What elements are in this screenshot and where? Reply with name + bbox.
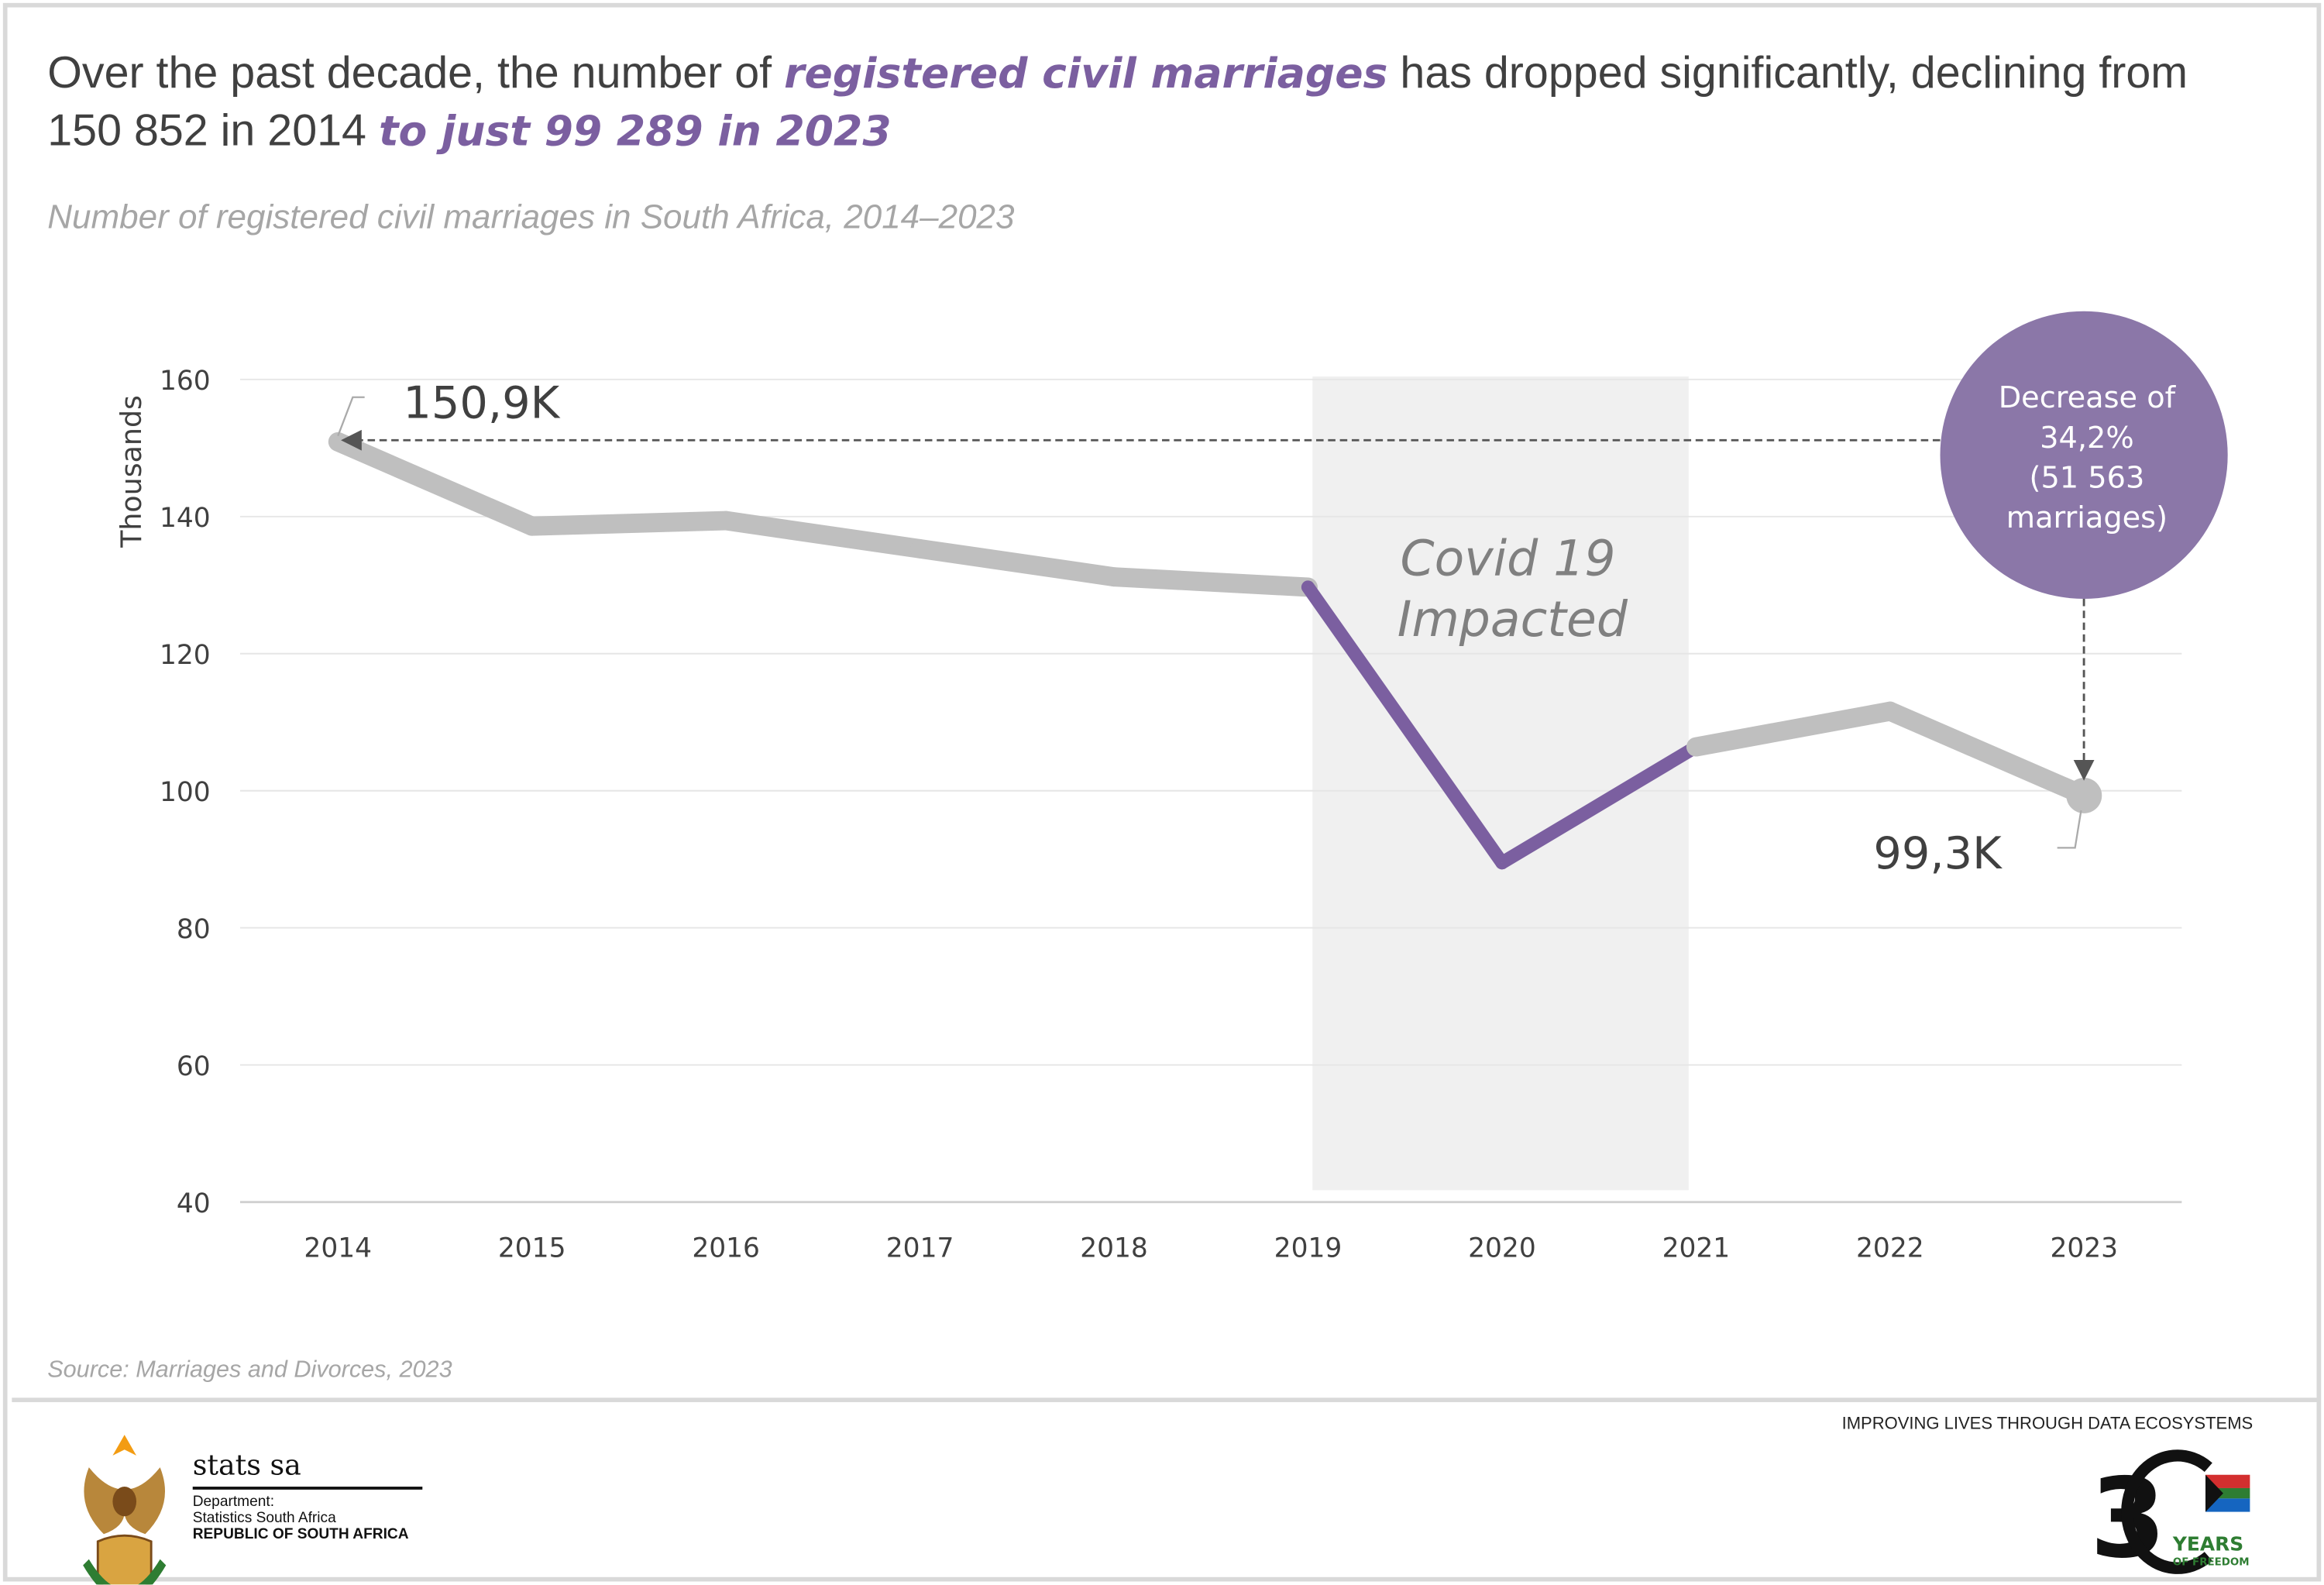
callout-text: Decrease of <box>1999 380 2177 415</box>
coat-of-arms-logo <box>83 1435 167 1585</box>
callout-text: (51 563 <box>2030 460 2145 495</box>
chart-title: Number of registered civil marriages in … <box>47 197 1015 236</box>
end-value-label: 99,3K <box>1873 827 2003 879</box>
series-segment-2018-2019 <box>1104 567 1318 597</box>
svg-text:OF FREEDOM: OF FREEDOM <box>2173 1556 2250 1568</box>
series-segment-2016-2017 <box>716 511 930 559</box>
org-underline <box>192 1487 423 1490</box>
dept-label: Department: <box>192 1494 275 1511</box>
y-tick-label: 80 <box>177 914 211 945</box>
30-years-of-freedom-logo: 3 YEARS OF FREEDOM <box>2090 1449 2250 1583</box>
y-tick-label: 60 <box>177 1051 211 1082</box>
series-segment-2022-2023 <box>1880 701 2094 806</box>
svg-text:YEARS: YEARS <box>2172 1532 2243 1555</box>
headline-text: has dropped significantly, declining fro… <box>47 49 2188 156</box>
series-segment-2014-2015 <box>328 431 542 536</box>
decrease-callout-bubble <box>1940 311 2228 599</box>
org-department: Department: Statistics South Africa REPUBL… <box>193 1494 409 1543</box>
end-leader-line <box>2057 810 2082 849</box>
footer-divider <box>12 1398 2317 1402</box>
y-tick-label: 40 <box>177 1188 211 1219</box>
x-tick-label: 2016 <box>692 1233 760 1264</box>
y-tick-label: 160 <box>160 366 211 397</box>
start-value-label: 150,9K <box>403 377 560 429</box>
covid-band-label: Covid 19 <box>1401 529 1616 586</box>
callout-text: 34,2% <box>2040 421 2134 456</box>
series-segment-2020-2021 <box>1495 740 1703 870</box>
series-segment-2017-2018 <box>910 538 1124 587</box>
x-tick-label: 2019 <box>1274 1233 1342 1264</box>
series-segment-2015-2016 <box>522 511 736 536</box>
headline-emphasis: registered civil marriages <box>784 49 1388 98</box>
x-tick-label: 2020 <box>1468 1233 1536 1264</box>
start-leader-line <box>337 396 365 437</box>
headline-text: Over the past decade, the number of <box>47 49 785 98</box>
data-point-2023 <box>2066 777 2102 813</box>
y-tick-label: 140 <box>160 503 211 534</box>
series-segment-2021-2022 <box>1686 701 1900 757</box>
tagline: IMPROVING LIVES THROUGH DATA ECOSYSTEMS <box>1841 1415 2254 1434</box>
callout-text: marriages) <box>2006 500 2168 535</box>
x-tick-label: 2017 <box>886 1233 954 1264</box>
headline-emphasis: to just 99 289 in 2023 <box>378 106 892 156</box>
covid-band-label: Impacted <box>1397 590 1628 648</box>
x-tick-label: 2023 <box>2050 1233 2118 1264</box>
x-tick-label: 2015 <box>498 1233 566 1264</box>
y-tick-label: 100 <box>160 777 211 808</box>
source-note: Source: Marriages and Divorces, 2023 <box>47 1357 452 1384</box>
y-axis-label: Thousands <box>115 395 148 548</box>
x-tick-label: 2021 <box>1662 1233 1731 1264</box>
x-tick-label: 2014 <box>304 1233 372 1264</box>
x-tick-label: 2018 <box>1080 1233 1148 1264</box>
headline: Over the past decade, the number of regi… <box>47 44 2271 160</box>
x-tick-label: 2022 <box>1856 1233 1924 1264</box>
org-name: stats sa <box>192 1449 301 1483</box>
y-tick-label: 120 <box>160 640 211 671</box>
dept-name: Statistics South Africa <box>192 1510 336 1527</box>
series-segment-2019-2020 <box>1301 580 1509 870</box>
country-name: REPUBLIC OF SOUTH AFRICA <box>192 1526 409 1543</box>
